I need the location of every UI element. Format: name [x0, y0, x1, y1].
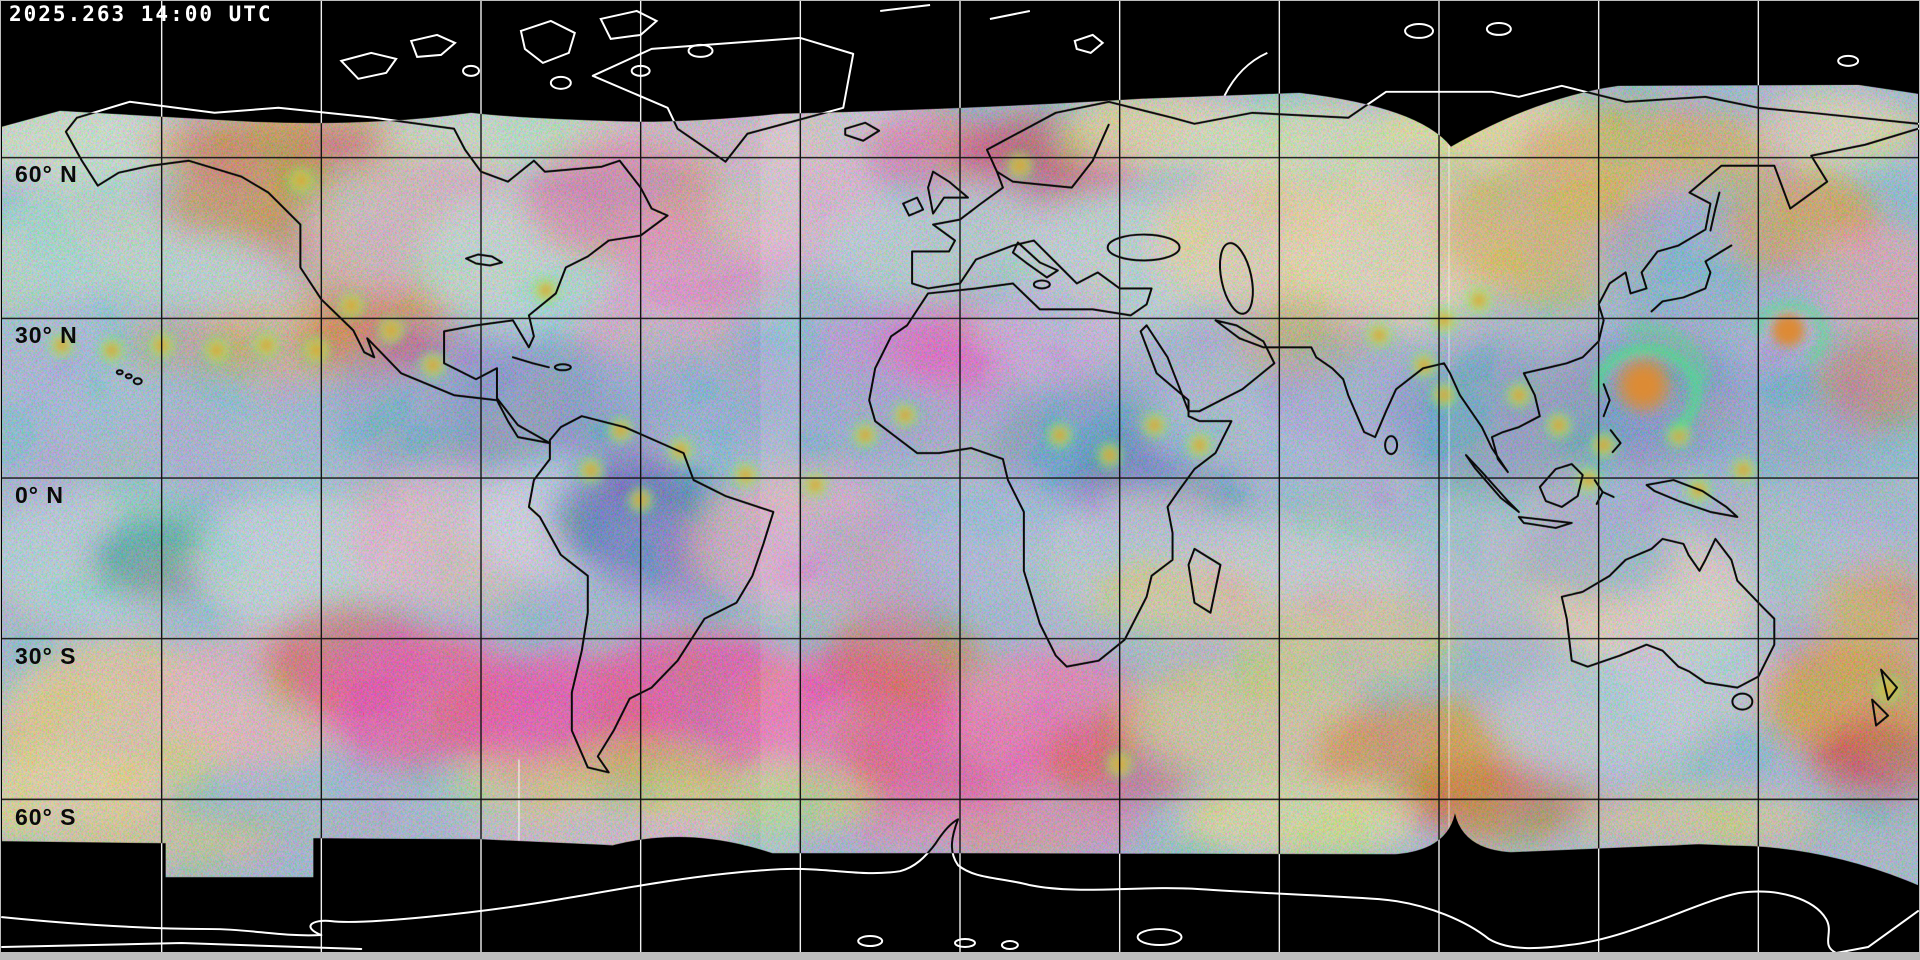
- latitude-label-60s: 60° S: [15, 804, 77, 830]
- latitude-label-60n: 60° N: [15, 161, 78, 187]
- coastlines-polar-white: [1, 4, 1919, 955]
- latitude-label-30s: 30° S: [15, 643, 77, 669]
- latitude-label-30n: 30° N: [15, 322, 78, 348]
- timestamp-label: 2025.263 14:00 UTC: [9, 2, 273, 26]
- latitude-label-0n: 0° N: [15, 482, 64, 508]
- bottom-border-bar: [1, 952, 1919, 959]
